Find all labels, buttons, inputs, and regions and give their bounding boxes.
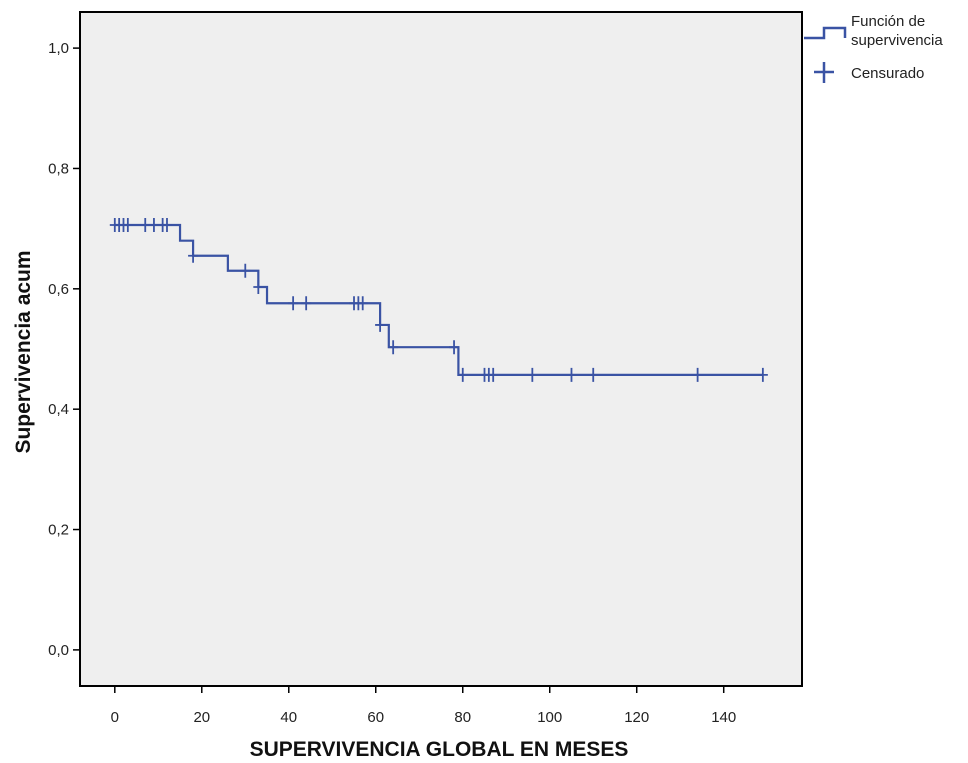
x-tick-label: 40 [280,709,297,726]
plot-background [80,12,802,686]
legend-censor-swatch [814,62,834,83]
y-axis-title: Supervivencia acum [12,250,35,453]
censor-mark [301,296,312,311]
x-tick-label: 20 [193,709,210,726]
censor-mark [253,280,264,295]
y-tick-label: 0,6 [48,281,69,298]
censor-mark [148,218,159,233]
x-tick-label: 0 [111,709,119,726]
x-axis-title: SUPERVIVENCIA GLOBAL EN MESES [250,738,629,761]
x-tick-label: 100 [537,709,562,726]
y-axis: 0,0 0,2 0,4 0,6 0,8 1,0 [48,40,80,659]
x-tick-label: 140 [711,709,736,726]
censor-mark [161,218,172,233]
censor-mark [375,317,386,332]
censor-mark [140,218,151,233]
censor-mark [488,367,499,382]
censor-mark [188,248,199,263]
y-tick-label: 0,8 [48,160,69,177]
y-tick-label: 0,2 [48,522,69,539]
x-axis: 0 20 40 60 80 100 120 140 [111,686,736,726]
plot-frame [79,11,803,687]
y-tick-label: 0,0 [48,642,69,659]
legend-line-label: Función de supervivencia [851,13,943,49]
censor-mark [357,296,368,311]
censor-mark [588,367,599,382]
x-tick-label: 120 [624,709,649,726]
y-tick-label: 0,4 [48,401,69,418]
legend-censor-label: Censurado [851,65,924,82]
censor-mark [692,367,703,382]
censor-mark [388,340,399,355]
x-tick-label: 60 [367,709,384,726]
censor-mark [240,263,251,278]
x-tick-label: 80 [454,709,471,726]
censor-mark [566,367,577,382]
censor-mark [527,367,538,382]
legend: Función de supervivencia Censurado [804,13,943,83]
censor-mark [288,296,299,311]
censor-mark [122,218,133,233]
legend-line-swatch [804,26,847,40]
censor-mark [757,367,768,382]
censor-mark [457,367,468,382]
y-tick-label: 1,0 [48,40,69,57]
censor-marks [109,218,768,382]
censor-mark [449,340,460,355]
